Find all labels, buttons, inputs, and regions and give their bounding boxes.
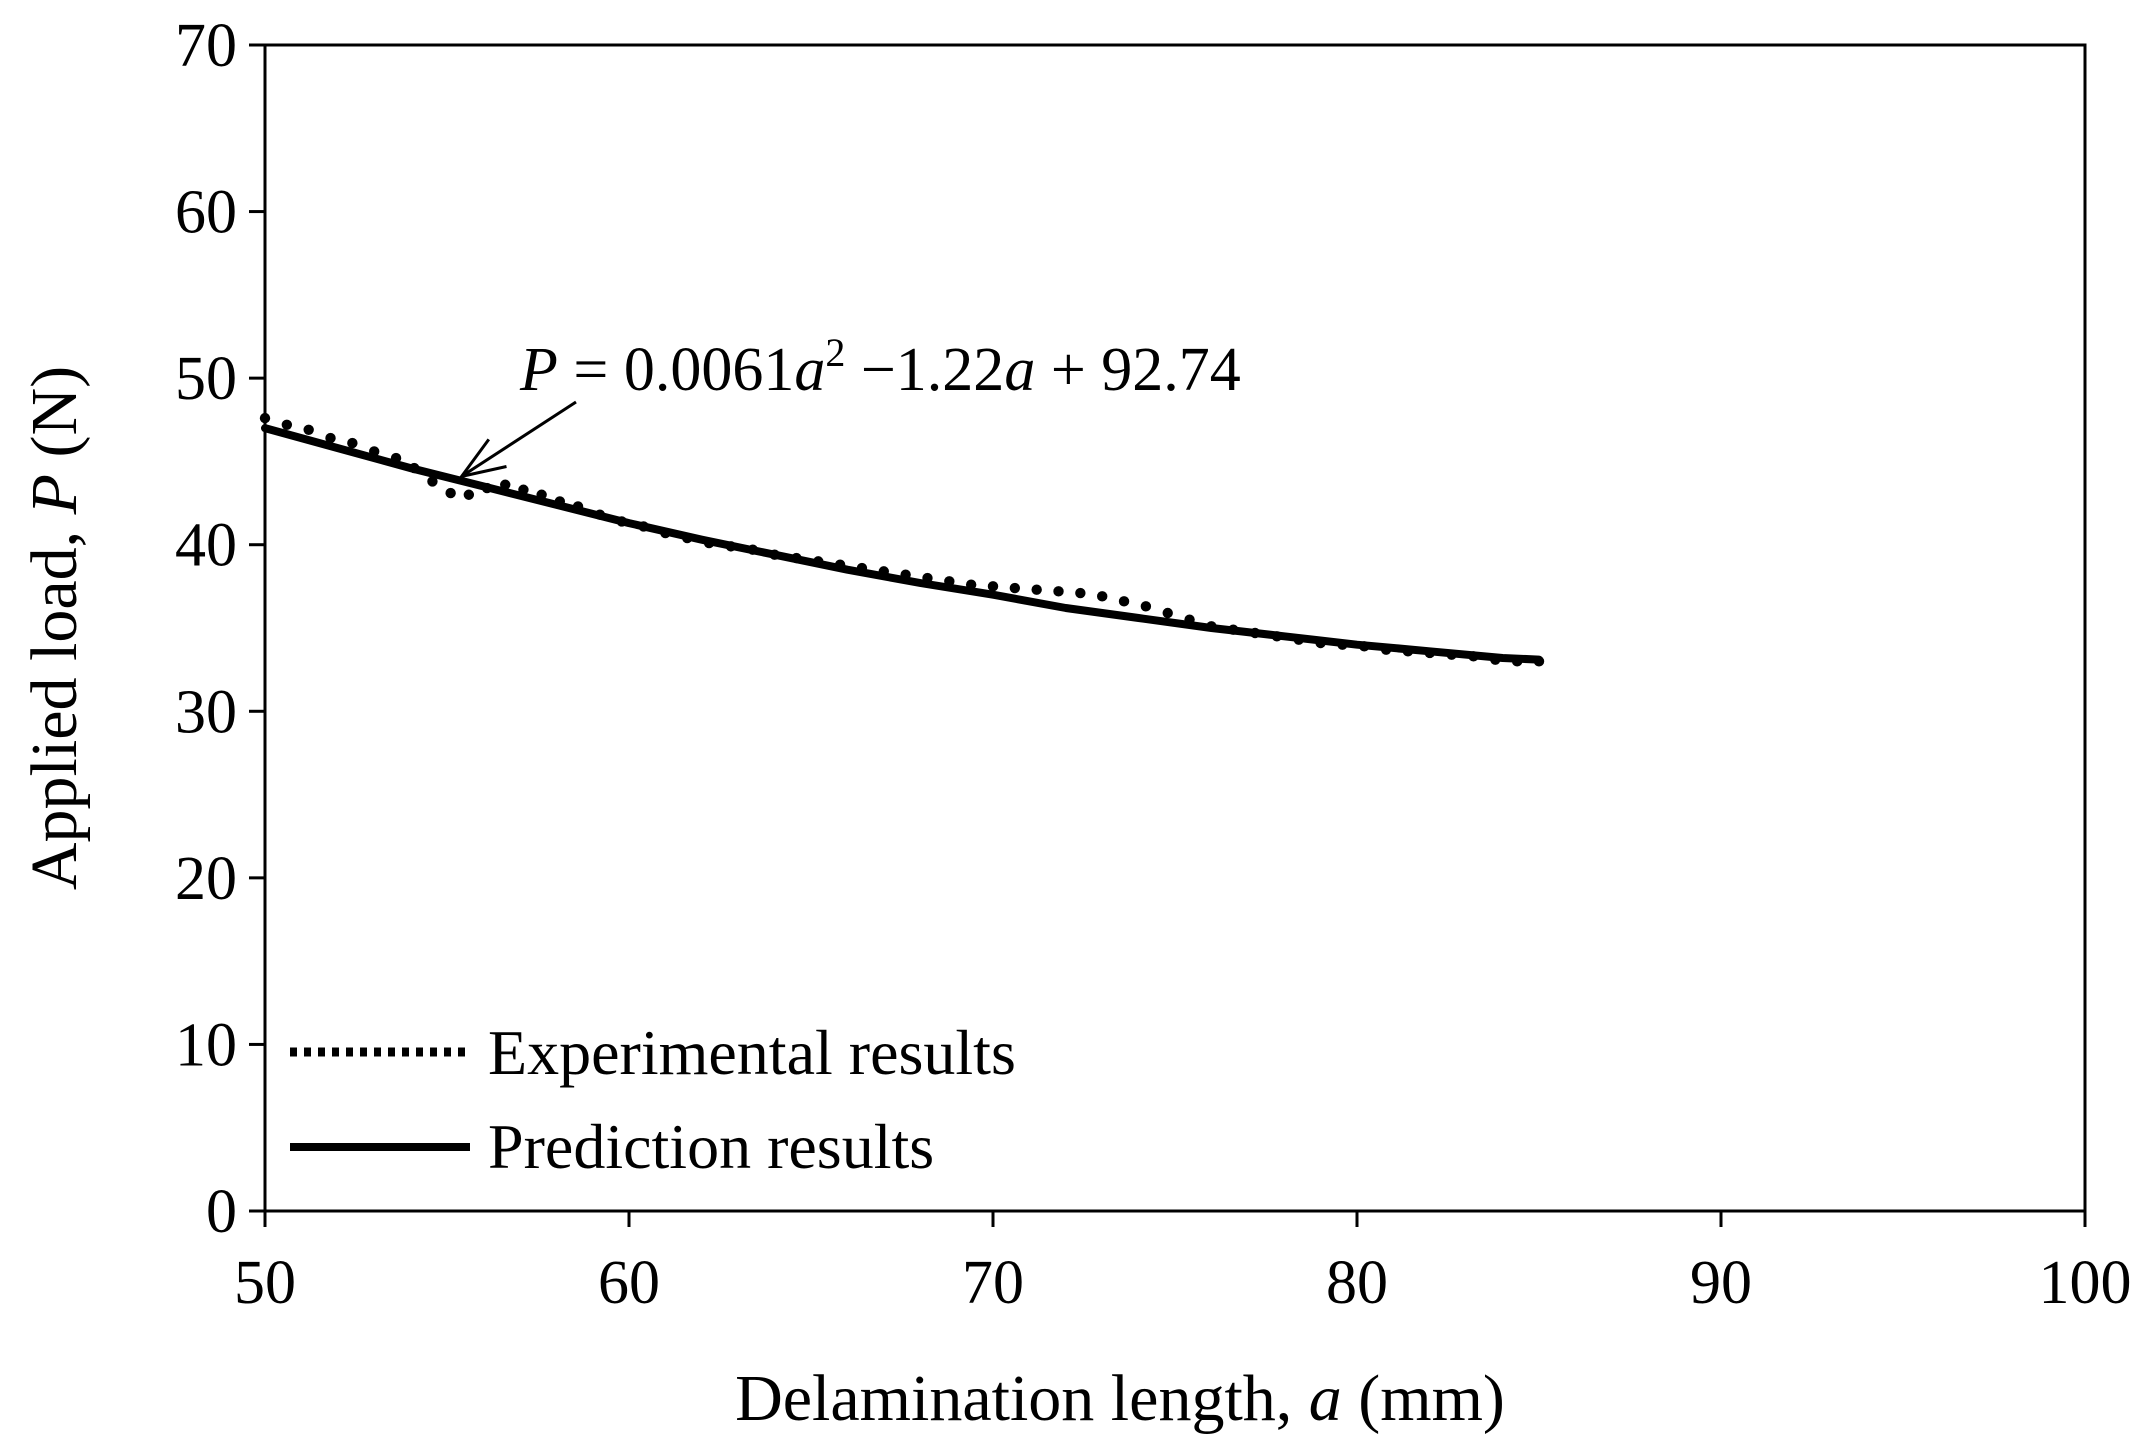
prediction-line <box>261 424 1543 664</box>
legend-label-prediction: Prediction results <box>488 1111 934 1182</box>
y-tick-label: 40 <box>175 512 237 580</box>
x-tick-label: 90 <box>1690 1249 1752 1317</box>
x-tick-label: 60 <box>598 1249 660 1317</box>
experimental-point <box>303 424 314 435</box>
experimental-point <box>325 432 336 444</box>
y-tick-label: 50 <box>175 345 237 413</box>
experimental-point <box>1053 586 1064 597</box>
y-axis-ticks: 0 10 20 30 40 50 60 70 <box>175 12 265 1246</box>
x-tick-label: 70 <box>962 1249 1024 1317</box>
x-axis-title: Delamination length, a (mm) <box>735 1362 1505 1435</box>
experimental-point <box>259 412 271 424</box>
experimental-point <box>1140 601 1152 612</box>
experimental-point <box>1162 607 1173 619</box>
experimental-point <box>987 581 999 592</box>
y-tick-label: 10 <box>175 1011 237 1079</box>
y-tick-label: 60 <box>175 179 237 247</box>
plot-frame <box>263 43 2087 1213</box>
experimental-point <box>1118 596 1130 607</box>
experimental-point <box>1097 591 1108 602</box>
experimental-point <box>1075 587 1086 599</box>
arrow-head <box>458 438 507 479</box>
experimental-point <box>445 487 456 499</box>
legend-label-experimental: Experimental results <box>488 1017 1016 1088</box>
arrow-shaft <box>460 400 577 478</box>
x-tick-label: 50 <box>234 1249 296 1317</box>
y-tick-label: 0 <box>206 1178 237 1246</box>
x-tick-label: 80 <box>1326 1249 1388 1317</box>
x-tick-label: 100 <box>2039 1249 2132 1317</box>
series-layer <box>259 412 1545 667</box>
y-tick-label: 30 <box>175 678 237 746</box>
annotation-arrow <box>458 400 577 479</box>
x-axis-ticks: 50 60 70 80 90 100 <box>234 1211 2132 1317</box>
y-tick-label: 70 <box>175 12 237 80</box>
experimental-point <box>1009 582 1021 594</box>
experimental-point <box>463 489 475 500</box>
experimental-point <box>427 476 438 487</box>
legend: Experimental results Prediction results <box>290 1017 1016 1182</box>
experimental-point <box>347 437 358 449</box>
experimental-point <box>1031 584 1042 595</box>
y-axis-title: Applied load, P (N) <box>18 366 91 890</box>
experimental-point <box>281 419 293 430</box>
y-tick-label: 20 <box>175 845 237 913</box>
fit-equation: P = 0.0061a2 −1.22a + 92.74 <box>519 330 1241 404</box>
